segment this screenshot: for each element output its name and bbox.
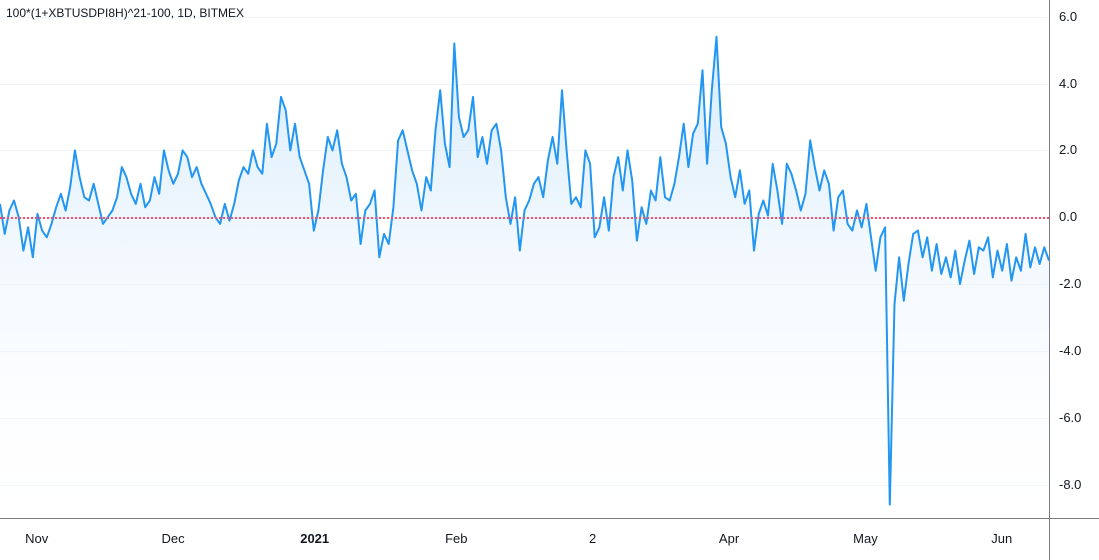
y-tick-label: -2.0	[1059, 276, 1081, 291]
y-axis-border	[1049, 0, 1050, 560]
area-chart[interactable]	[0, 0, 1049, 518]
x-tick-label: Feb	[445, 531, 467, 546]
y-tick-label: 0.0	[1059, 209, 1077, 224]
x-tick-label: 2	[589, 531, 596, 546]
x-tick-label: Apr	[719, 531, 739, 546]
zero-reference-line	[0, 217, 1049, 219]
y-tick-label: -8.0	[1059, 477, 1081, 492]
y-tick-label: 6.0	[1059, 9, 1077, 24]
x-tick-label: 2021	[300, 531, 329, 546]
y-tick-label: -6.0	[1059, 410, 1081, 425]
x-tick-label: May	[853, 531, 878, 546]
x-tick-label: Jun	[991, 531, 1012, 546]
chart-container: 100*(1+XBTUSDPI8H)^21-100, 1D, BITMEX 6.…	[0, 0, 1099, 560]
y-tick-label: 2.0	[1059, 142, 1077, 157]
x-tick-label: Dec	[162, 531, 185, 546]
y-tick-label: 4.0	[1059, 76, 1077, 91]
chart-title: 100*(1+XBTUSDPI8H)^21-100, 1D, BITMEX	[6, 6, 244, 20]
x-tick-label: Nov	[25, 531, 48, 546]
y-tick-label: -4.0	[1059, 343, 1081, 358]
x-axis-border	[0, 518, 1099, 519]
